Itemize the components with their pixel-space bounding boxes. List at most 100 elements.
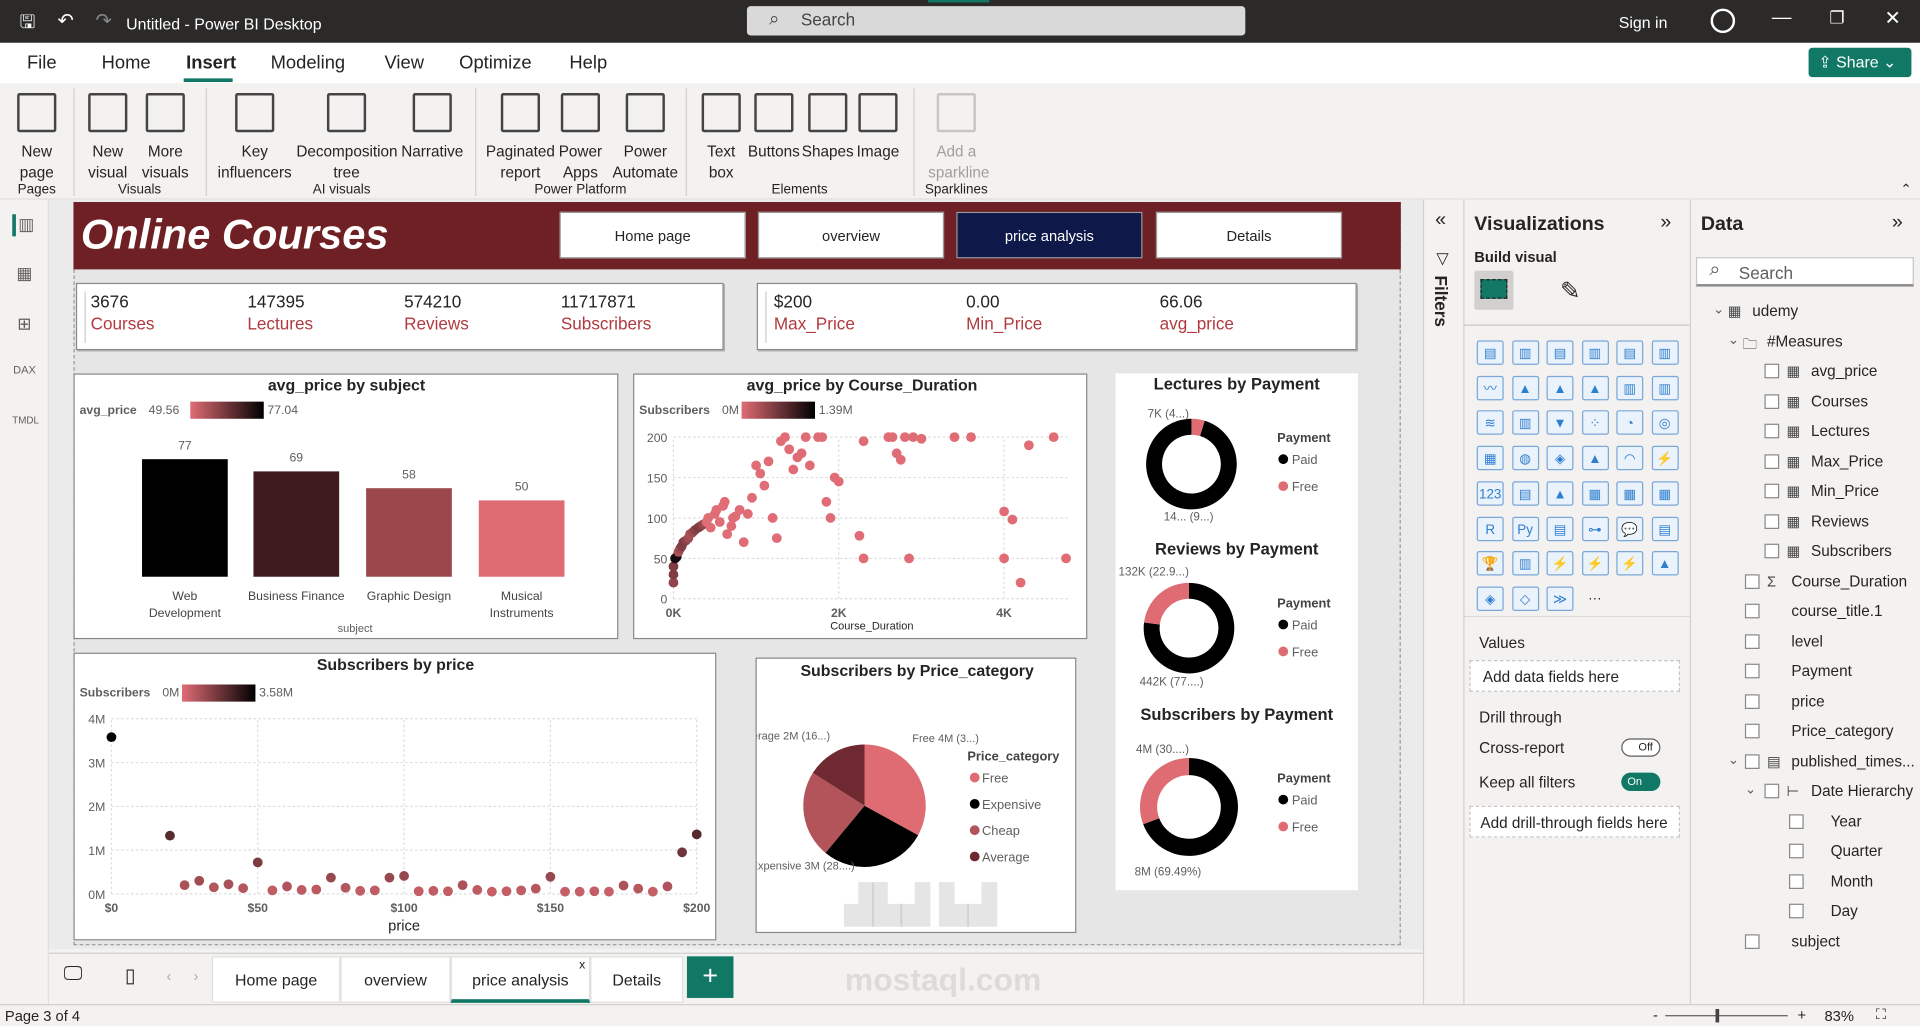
data-point[interactable]: [719, 496, 730, 507]
table-view-icon[interactable]: ▦: [16, 263, 33, 283]
tmdl-view-icon[interactable]: TMDL: [12, 415, 39, 427]
sign-in-link[interactable]: Sign in: [1618, 13, 1668, 32]
data-search-input[interactable]: ⌕ Search: [1695, 257, 1914, 287]
collapse-left-icon[interactable]: «: [1435, 209, 1447, 231]
field-max-price[interactable]: ▦ Max_Price: [1691, 449, 1920, 479]
data-point[interactable]: [755, 468, 766, 479]
multi-row-card-icon[interactable]: ▤: [1511, 480, 1539, 506]
add-page-button[interactable]: +: [686, 956, 734, 998]
data-point[interactable]: [1015, 577, 1026, 588]
data-point[interactable]: [800, 432, 811, 443]
page-tab-overview[interactable]: overview: [340, 956, 451, 1003]
save-icon[interactable]: 🖫: [19, 12, 36, 34]
table-icon[interactable]: ▦: [1616, 480, 1644, 506]
drill-through-drop-zone[interactable]: Add drill-through fields here: [1469, 805, 1681, 838]
data-point[interactable]: [966, 432, 976, 443]
checkbox[interactable]: [1744, 723, 1760, 739]
data-point[interactable]: [780, 432, 790, 443]
data-point[interactable]: [668, 561, 679, 572]
ribbon-paginated-report-button[interactable]: Paginated report: [485, 88, 556, 184]
donut-subscribers-by-payment[interactable]: Subscribers by Payment 8M (69.49%) 4M (30.…: [1116, 704, 1358, 888]
checkbox[interactable]: [1744, 573, 1760, 589]
field-course-duration[interactable]: Σ Course_Duration: [1691, 569, 1920, 599]
donut-slice-free[interactable]: [1140, 757, 1189, 825]
data-point[interactable]: [340, 882, 351, 893]
checkbox[interactable]: [1764, 423, 1780, 439]
menu-modeling[interactable]: Modeling: [270, 52, 346, 74]
data-point[interactable]: [999, 506, 1009, 517]
keep-filters-toggle[interactable]: On: [1621, 772, 1661, 792]
data-point[interactable]: [545, 871, 556, 882]
field-price[interactable]: price: [1691, 689, 1920, 719]
nav-button-home-page[interactable]: Home page: [559, 211, 746, 259]
data-point[interactable]: [252, 857, 263, 868]
chevron-down-icon[interactable]: ⌄: [1727, 752, 1740, 768]
100-column-icon[interactable]: ▥: [1651, 340, 1679, 365]
filled-map-icon[interactable]: ◈: [1546, 445, 1574, 471]
stacked-column-icon[interactable]: ▥: [1511, 340, 1539, 365]
data-point[interactable]: [516, 885, 527, 896]
ribbon-shapes-button[interactable]: Shapes: [801, 88, 855, 163]
data-point[interactable]: [677, 847, 688, 858]
cross-report-toggle[interactable]: Off: [1621, 738, 1661, 757]
ribbon-decomposition-tree-button[interactable]: Decomposition tree: [296, 88, 398, 184]
arcgis-icon[interactable]: ◈: [1476, 586, 1504, 611]
bar[interactable]: [478, 500, 565, 577]
data-point[interactable]: [747, 492, 757, 503]
close-icon[interactable]: ✕: [1884, 8, 1901, 30]
bar[interactable]: [142, 459, 228, 577]
nav-button-details[interactable]: Details: [1155, 211, 1343, 259]
slicer-new-icon[interactable]: ⚡: [1546, 551, 1574, 576]
data-point[interactable]: [895, 454, 906, 465]
data-point[interactable]: [714, 517, 725, 527]
chevron-down-icon[interactable]: ⌄: [1744, 782, 1757, 798]
data-point[interactable]: [784, 444, 795, 455]
zoom-in-button[interactable]: +: [1797, 1006, 1807, 1024]
fit-to-page-icon[interactable]: ⛶: [1875, 1005, 1887, 1023]
field-date-hierarchy[interactable]: ⌄ ⊢ Date Hierarchy: [1691, 779, 1920, 809]
checkbox[interactable]: [1788, 873, 1804, 889]
data-point[interactable]: [833, 476, 844, 487]
menu-insert[interactable]: Insert: [186, 52, 237, 74]
data-point[interactable]: [854, 530, 865, 541]
100-bar-icon[interactable]: ▤: [1616, 340, 1644, 365]
field-published-times-[interactable]: ⌄ ▤ published_times...: [1691, 749, 1920, 779]
field-reviews[interactable]: ▦ Reviews: [1691, 509, 1920, 539]
stacked-area-icon[interactable]: ▲: [1546, 375, 1574, 401]
ribbon-icon[interactable]: ≋: [1476, 410, 1504, 436]
goals-icon[interactable]: 🏆: [1476, 551, 1504, 576]
scatter-subscribers-by-price[interactable]: Subscribers by price Subscribers 0M 3.58M 0M…: [73, 652, 717, 941]
data-point[interactable]: [647, 886, 658, 897]
data-point[interactable]: [355, 885, 366, 896]
donut-slice-paid[interactable]: [1143, 582, 1235, 674]
power-apps-icon[interactable]: ◇: [1511, 586, 1539, 611]
pie-slice-average[interactable]: [812, 744, 865, 806]
clustered-column-icon[interactable]: ▥: [1581, 340, 1609, 365]
nav-button-price-analysis[interactable]: price analysis: [956, 211, 1143, 259]
card-icon[interactable]: 123: [1476, 480, 1504, 506]
data-point[interactable]: [560, 886, 570, 897]
pie-icon[interactable]: ◔: [1616, 410, 1644, 436]
data-point[interactable]: [705, 522, 716, 533]
data-point[interactable]: [311, 884, 322, 895]
ribbon-new-page-button[interactable]: New page: [10, 88, 64, 184]
data-point[interactable]: [208, 882, 219, 893]
data-point[interactable]: [428, 885, 439, 896]
field-price-category[interactable]: Price_category: [1691, 719, 1920, 749]
checkbox[interactable]: [1744, 603, 1760, 619]
mobile-layout-icon[interactable]: ▯: [124, 966, 136, 987]
close-tab-icon[interactable]: x: [579, 958, 586, 973]
model-view-icon[interactable]: ⊞: [17, 313, 32, 334]
checkbox[interactable]: [1764, 453, 1780, 469]
key-influencers-icon[interactable]: ▤: [1546, 516, 1574, 541]
pie-slice-cheap[interactable]: [803, 772, 865, 853]
checkbox[interactable]: [1744, 753, 1760, 769]
data-point[interactable]: [999, 553, 1009, 564]
minimize-icon[interactable]: —: [1771, 7, 1792, 29]
restore-icon[interactable]: ❐: [1829, 7, 1845, 27]
filters-pane-collapsed[interactable]: « ▽ Filters: [1422, 199, 1465, 1005]
r-visual-icon[interactable]: R: [1476, 516, 1504, 541]
data-point[interactable]: [194, 875, 205, 886]
100-area-icon[interactable]: ▲: [1581, 375, 1609, 401]
menu-optimize[interactable]: Optimize: [459, 52, 532, 74]
